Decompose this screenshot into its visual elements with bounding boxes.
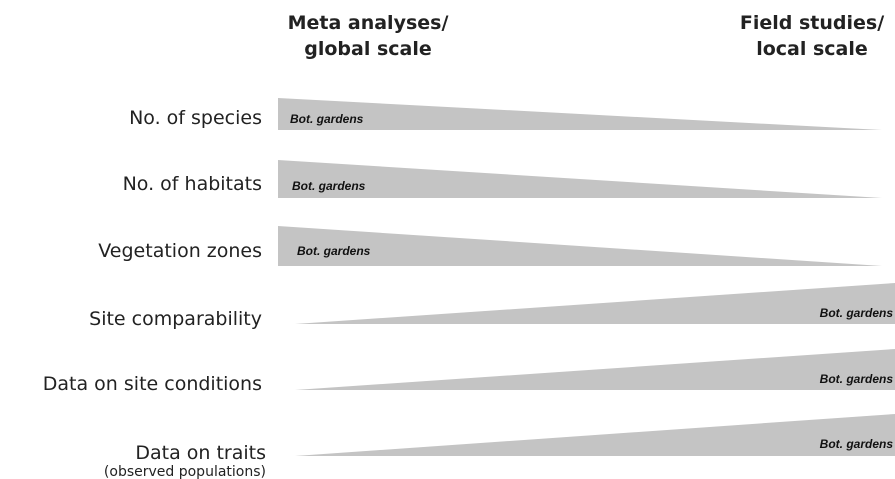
wedge <box>278 160 882 198</box>
wedge <box>295 283 895 324</box>
row-tag: Bot. gardens <box>820 437 894 451</box>
row-tag: Bot. gardens <box>290 112 364 126</box>
row-tag: Bot. gardens <box>292 179 366 193</box>
wedge <box>295 414 895 456</box>
row-tag: Bot. gardens <box>820 306 894 320</box>
wedge <box>295 349 895 390</box>
header-right: local scale <box>756 38 868 60</box>
wedge <box>278 98 882 130</box>
row-tag: Bot. gardens <box>820 372 894 386</box>
wedge <box>278 226 882 266</box>
row-label: Data on site conditions <box>43 373 262 395</box>
header-left: Meta analyses/ <box>288 12 449 34</box>
header-left: global scale <box>304 38 432 60</box>
row-sublabel: (observed populations) <box>104 464 266 479</box>
row-label: Data on traits <box>135 442 266 464</box>
header-right: Field studies/ <box>740 12 884 34</box>
row-tag: Bot. gardens <box>297 244 371 258</box>
row-label: Site comparability <box>89 308 262 330</box>
row-label: Vegetation zones <box>98 240 262 262</box>
row-label: No. of habitats <box>123 173 262 195</box>
row-label: No. of species <box>129 107 262 129</box>
